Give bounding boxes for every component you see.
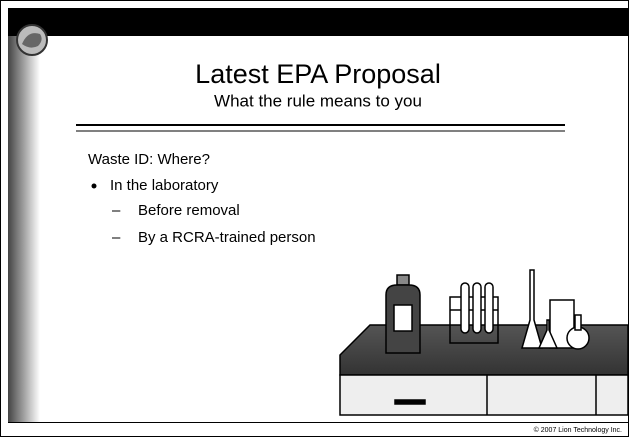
bullet-dot: [92, 184, 97, 189]
footer: © 2007 Lion Technology Inc.: [534, 426, 622, 434]
subtitle: What the rule means to you: [214, 91, 422, 110]
side-bar: [8, 36, 40, 422]
top-bar: [8, 8, 628, 36]
dash: –: [112, 202, 121, 219]
page: Latest EPA Proposal What the rule means …: [0, 0, 629, 437]
sub-bullet: Before removal: [138, 202, 240, 219]
bullet: In the laboratory: [110, 177, 219, 194]
dash: –: [112, 229, 121, 246]
title: Latest EPA Proposal: [195, 59, 441, 89]
bottom-rule: [8, 422, 628, 423]
logo: [17, 25, 47, 55]
sub-bullet: By a RCRA-trained person: [138, 229, 316, 246]
heading: Waste ID: Where?: [88, 151, 210, 168]
slide: Latest EPA Proposal What the rule means …: [0, 0, 629, 437]
